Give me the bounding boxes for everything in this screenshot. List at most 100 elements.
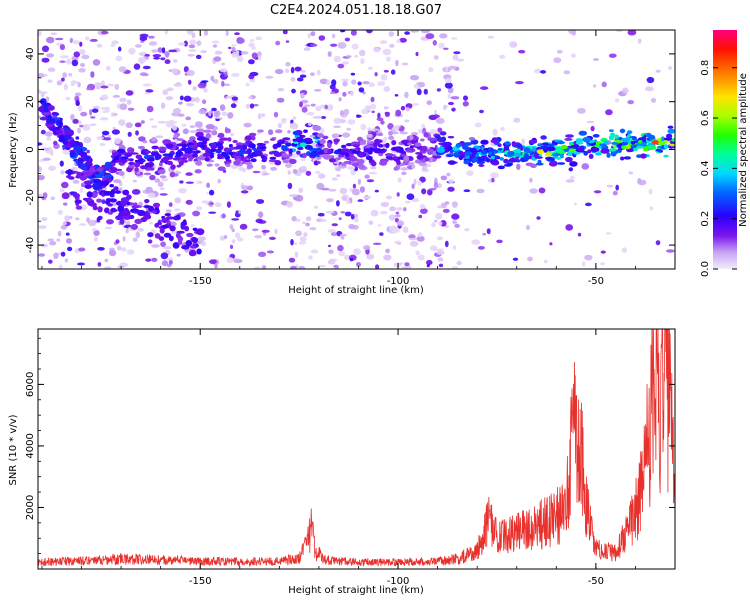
spectrogram-cell xyxy=(388,225,398,232)
spectrogram-cell xyxy=(345,55,352,58)
spectrogram-cell xyxy=(68,73,73,77)
spectrogram-cell xyxy=(370,165,377,170)
spectrogram-cell xyxy=(443,47,449,50)
spectrogram-cell xyxy=(195,131,204,138)
spectrogram-cell xyxy=(106,219,114,225)
spectrogram-cell xyxy=(166,160,173,166)
spectrogram-cell xyxy=(325,210,335,214)
spectrogram-cell xyxy=(172,157,182,161)
spectrogram-cell xyxy=(169,171,176,178)
spectrogram-cell xyxy=(103,137,112,141)
spectrogram-cell xyxy=(447,135,455,139)
spectrogram-cell xyxy=(614,134,619,139)
spectrogram-cell xyxy=(203,30,209,36)
spectrogram-cell xyxy=(60,225,67,230)
spectrogram-cell xyxy=(145,89,154,93)
spectrogram-cell xyxy=(114,83,120,90)
spectrogram-cell xyxy=(409,240,419,247)
spectrogram-cell xyxy=(123,207,130,215)
spectrogram-cell xyxy=(89,202,97,207)
spectrogram-cell xyxy=(326,79,331,86)
spectrogram-cell xyxy=(316,156,322,160)
spectrogram-cell xyxy=(372,142,380,146)
spectrogram-cell xyxy=(119,97,127,102)
spectrogram-cell xyxy=(294,251,299,258)
spectrogram-cell xyxy=(316,182,325,190)
spectrogram-cell xyxy=(303,104,311,107)
spectrogram-cell xyxy=(437,221,443,226)
spectrogram-cell xyxy=(96,167,104,172)
spectrogram-cell xyxy=(94,236,98,242)
spectrogram-cell xyxy=(168,260,173,265)
spectrogram-cell xyxy=(161,47,166,54)
spectrogram-cell xyxy=(533,154,539,158)
spectrogram-cell xyxy=(411,183,415,190)
spectrogram-cell xyxy=(339,110,345,116)
spectrogram-cell xyxy=(120,159,128,164)
spectrogram-cell xyxy=(61,77,65,82)
spectrogram-cell xyxy=(50,32,58,36)
spectrogram-cell xyxy=(281,152,288,158)
spectrogram-cell xyxy=(149,174,156,181)
spectrogram-cell xyxy=(172,68,178,74)
spectrogram-cell xyxy=(288,257,296,263)
spectrogram-cell xyxy=(246,164,254,169)
spectrogram-cell xyxy=(147,162,155,167)
spectrogram-cell xyxy=(60,55,69,59)
spectrogram-cell xyxy=(197,236,207,242)
spectrogram-cell xyxy=(399,153,407,157)
spectrogram-cell xyxy=(182,128,189,135)
spectrogram-cell xyxy=(448,179,454,184)
spectrogram-cell xyxy=(490,155,495,160)
spectrogram-cell xyxy=(89,166,95,172)
spectrogram-cell xyxy=(56,238,61,242)
spectrogram-cell xyxy=(246,148,252,154)
spectrogram-cell xyxy=(337,244,344,252)
spectrogram-cell xyxy=(456,260,462,266)
spectrogram-cell xyxy=(187,157,193,162)
spectrogram-cell xyxy=(108,211,113,215)
spectrogram-cell xyxy=(315,105,322,112)
spectrogram-cell xyxy=(541,142,549,146)
spectrogram-cell xyxy=(350,214,355,220)
spectrogram-cell xyxy=(499,157,504,161)
spectrogram-cell xyxy=(383,106,389,110)
spectrogram-cell xyxy=(133,63,141,70)
spectrogram-cell xyxy=(342,91,347,97)
spectrogram-cell xyxy=(571,31,576,36)
spectrogram-cell xyxy=(258,211,264,218)
spectrogram-cell xyxy=(395,211,400,215)
spectrogram-cell xyxy=(315,147,323,152)
spectrogram-cell xyxy=(362,91,366,95)
spectrogram-cell xyxy=(78,247,86,252)
spectrogram-cell xyxy=(556,50,563,54)
spectrogram-cell xyxy=(140,120,145,124)
spectrogram-cell xyxy=(114,137,121,144)
spectrogram-cell xyxy=(341,144,347,149)
spectrogram-cell xyxy=(292,130,300,136)
spectrogram-cell xyxy=(299,236,307,242)
spectrogram-cell xyxy=(421,166,428,171)
spectrogram-cell xyxy=(118,144,125,148)
spectrogram-cell xyxy=(363,148,373,153)
spectrogram-cell xyxy=(327,142,332,149)
spectrogram-cell xyxy=(120,199,127,207)
spectrogram-cell xyxy=(97,215,103,220)
spectrogram-cell xyxy=(294,66,302,72)
spectrogram-cell xyxy=(432,114,440,119)
snr-y-tick-label: 6000 xyxy=(25,372,36,397)
spectrogram-cell xyxy=(605,109,613,116)
spectrogram-cell xyxy=(571,53,576,58)
spectrogram-cell xyxy=(228,144,233,148)
spectrogram-cell xyxy=(165,209,172,214)
spectrogram-cell xyxy=(333,117,342,124)
spectrogram-cell xyxy=(357,81,362,86)
spectrogram-cell xyxy=(363,245,371,251)
spectrogram-cell xyxy=(464,151,470,157)
spectrogram-cell xyxy=(290,66,295,74)
spectrogram-cell xyxy=(111,129,120,135)
spectrogram-cell xyxy=(204,157,210,162)
spectrogram-cell xyxy=(366,139,372,143)
spectrogram-cell xyxy=(197,82,207,89)
spectrogram-cell xyxy=(115,55,123,62)
